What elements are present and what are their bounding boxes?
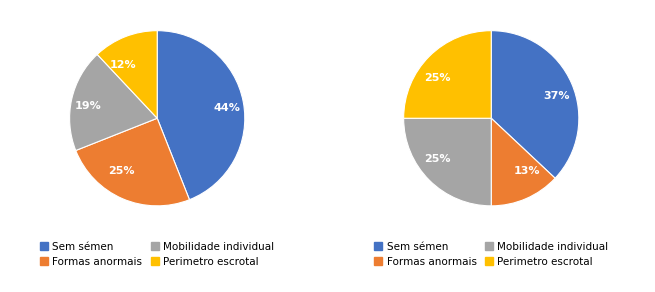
Legend: Sem sémen, Formas anormais, Mobilidade individual, Perimetro escrotal: Sem sémen, Formas anormais, Mobilidade i…: [40, 242, 274, 267]
Wedge shape: [76, 118, 189, 206]
Text: 44%: 44%: [213, 102, 240, 113]
Text: 13%: 13%: [514, 166, 540, 175]
Legend: Sem sémen, Formas anormais, Mobilidade individual, Perimetro escrotal: Sem sémen, Formas anormais, Mobilidade i…: [374, 242, 608, 267]
Text: 25%: 25%: [108, 166, 134, 175]
Wedge shape: [403, 118, 491, 206]
Wedge shape: [491, 118, 555, 206]
Text: 37%: 37%: [544, 91, 570, 101]
Wedge shape: [491, 31, 579, 178]
Wedge shape: [69, 54, 157, 150]
Text: 12%: 12%: [109, 60, 136, 70]
Text: 25%: 25%: [424, 73, 451, 83]
Text: 25%: 25%: [424, 154, 451, 164]
Text: 19%: 19%: [75, 101, 102, 111]
Wedge shape: [97, 31, 157, 118]
Wedge shape: [157, 31, 245, 200]
Wedge shape: [403, 31, 491, 118]
